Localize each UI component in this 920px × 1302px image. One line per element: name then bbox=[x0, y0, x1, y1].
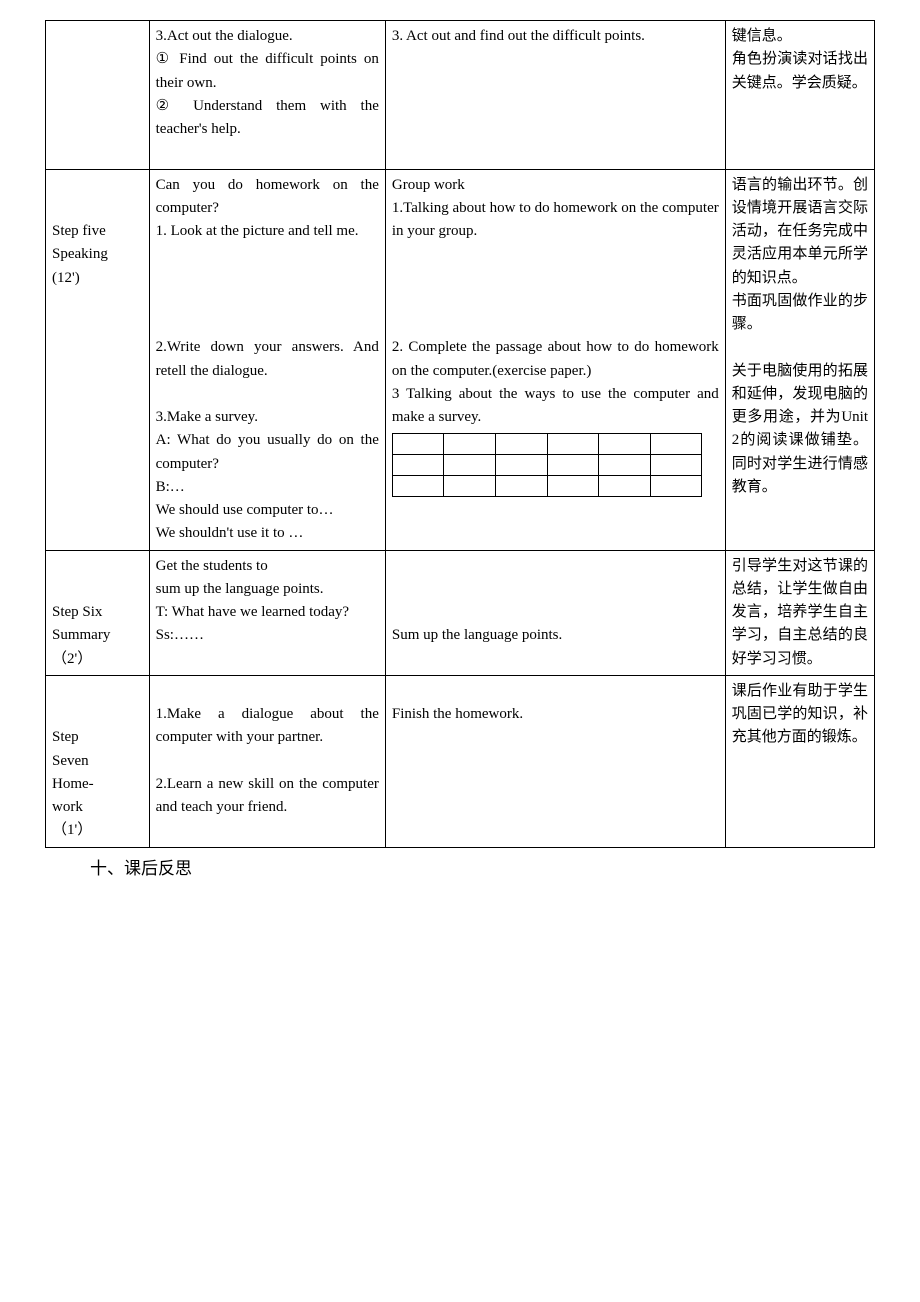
step-label: Speaking bbox=[52, 243, 143, 266]
step-label: Step five bbox=[52, 220, 143, 243]
teacher-cell: Can you do homework on the computer? 1. … bbox=[149, 169, 385, 550]
para: 1. Look at the picture and tell me. bbox=[156, 220, 379, 243]
para: A: What do you usually do on the compute… bbox=[156, 429, 379, 476]
notes-cell: 引导学生对这节课的总结，让学生做自由发言，培养学生自主学习，自主总结的良好学习习… bbox=[725, 550, 874, 675]
para: T: What have we learned today? bbox=[156, 601, 379, 624]
para: 关于电脑使用的拓展和延伸，发现电脑的更多用途，并为Unit 2的阅读课做铺垫。同… bbox=[732, 360, 868, 500]
student-cell: Finish the homework. bbox=[385, 675, 725, 847]
student-cell: Sum up the language points. bbox=[385, 550, 725, 675]
step-cell: Step five Speaking (12') bbox=[46, 169, 150, 550]
para: 课后作业有助于学生巩固已学的知识，补充其他方面的锻炼。 bbox=[732, 680, 868, 750]
para: 1.Make a dialogue about the computer wit… bbox=[156, 703, 379, 750]
step-cell: Step Six Summary （2'） bbox=[46, 550, 150, 675]
para: 角色扮演读对话找出关键点。学会质疑。 bbox=[732, 48, 868, 95]
survey-grid bbox=[392, 433, 703, 497]
para: Sum up the language points. bbox=[392, 624, 719, 647]
para: ① Find out the difficult points on their… bbox=[156, 48, 379, 95]
table-row: Step five Speaking (12') Can you do home… bbox=[46, 169, 875, 550]
teacher-cell: 1.Make a dialogue about the computer wit… bbox=[149, 675, 385, 847]
para: We should use computer to… bbox=[156, 499, 379, 522]
table-row: Step Six Summary （2'） Get the students t… bbox=[46, 550, 875, 675]
step-label: （2'） bbox=[52, 648, 143, 671]
para: 3.Make a survey. bbox=[156, 406, 379, 429]
step-label: Step bbox=[52, 726, 143, 749]
step-label: Seven bbox=[52, 750, 143, 773]
step-cell: Step Seven Home- work （1'） bbox=[46, 675, 150, 847]
lesson-plan-table: 3.Act out the dialogue. ① Find out the d… bbox=[45, 20, 875, 848]
para: Can you do homework on the computer? bbox=[156, 174, 379, 221]
student-cell: Group work 1.Talking about how to do hom… bbox=[385, 169, 725, 550]
para: 3.Act out the dialogue. bbox=[156, 25, 379, 48]
para: B:… bbox=[156, 476, 379, 499]
step-cell bbox=[46, 21, 150, 170]
para: 引导学生对这节课的总结，让学生做自由发言，培养学生自主学习，自主总结的良好学习习… bbox=[732, 555, 868, 671]
step-label: Home- bbox=[52, 773, 143, 796]
step-label: （1'） bbox=[52, 819, 143, 842]
section-heading: 十、课后反思 bbox=[90, 856, 875, 882]
para: sum up the language points. bbox=[156, 578, 379, 601]
table-row: Step Seven Home- work （1'） 1.Make a dial… bbox=[46, 675, 875, 847]
notes-cell: 键信息。 角色扮演读对话找出关键点。学会质疑。 bbox=[725, 21, 874, 170]
para: 1.Talking about how to do homework on th… bbox=[392, 197, 719, 244]
step-label: (12') bbox=[52, 267, 143, 290]
notes-cell: 语言的输出环节。创设情境开展语言交际活动，在任务完成中灵活应用本单元所学的知识点… bbox=[725, 169, 874, 550]
para: ② Understand them with the teacher's hel… bbox=[156, 95, 379, 142]
para: 2.Write down your answers. And retell th… bbox=[156, 336, 379, 383]
step-label: Step Six bbox=[52, 601, 143, 624]
para: 2.Learn a new skill on the computer and … bbox=[156, 773, 379, 820]
para: 3 Talking about the ways to use the comp… bbox=[392, 383, 719, 430]
para: We shouldn't use it to … bbox=[156, 522, 379, 545]
para: Ss:…… bbox=[156, 624, 379, 647]
para: Finish the homework. bbox=[392, 703, 719, 726]
table-row: 3.Act out the dialogue. ① Find out the d… bbox=[46, 21, 875, 170]
para: Get the students to bbox=[156, 555, 379, 578]
para: 键信息。 bbox=[732, 25, 868, 48]
para: 3. Act out and find out the difficult po… bbox=[392, 25, 719, 48]
student-cell: 3. Act out and find out the difficult po… bbox=[385, 21, 725, 170]
teacher-cell: Get the students to sum up the language … bbox=[149, 550, 385, 675]
step-label: Summary bbox=[52, 624, 143, 647]
teacher-cell: 3.Act out the dialogue. ① Find out the d… bbox=[149, 21, 385, 170]
notes-cell: 课后作业有助于学生巩固已学的知识，补充其他方面的锻炼。 bbox=[725, 675, 874, 847]
para: Group work bbox=[392, 174, 719, 197]
step-label: work bbox=[52, 796, 143, 819]
para: 语言的输出环节。创设情境开展语言交际活动，在任务完成中灵活应用本单元所学的知识点… bbox=[732, 174, 868, 290]
para: 书面巩固做作业的步骤。 bbox=[732, 290, 868, 337]
para: 2. Complete the passage about how to do … bbox=[392, 336, 719, 383]
